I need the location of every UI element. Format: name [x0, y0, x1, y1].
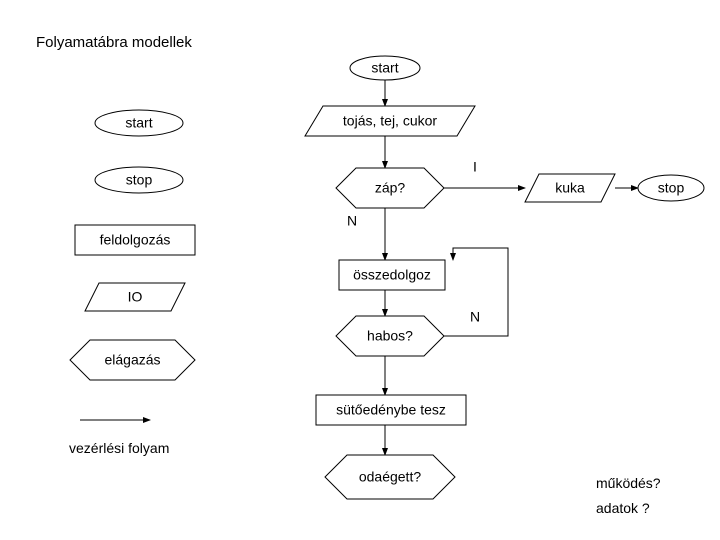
svg-text:N: N [470, 309, 480, 325]
svg-text:kuka: kuka [555, 180, 585, 196]
lg-dec: elágazás [70, 340, 195, 380]
svg-text:elágazás: elágazás [104, 352, 160, 368]
diagram-canvas: start stop feldolgozás IO elágazás I N Nstart to… [0, 0, 720, 540]
n-sut: sütőedénybe tesz [316, 395, 466, 425]
n-ode: odaégett? [325, 455, 455, 499]
n-ossz: összedolgoz [339, 260, 445, 290]
svg-text:feldolgozás: feldolgozás [100, 232, 171, 248]
svg-text:stop: stop [658, 180, 685, 196]
svg-text:start: start [125, 115, 152, 131]
lg-stop: stop [95, 167, 183, 193]
svg-text:habos?: habos? [367, 328, 413, 344]
lg-flow-label: vezérlési folyam [69, 440, 169, 456]
lg-io: IO [85, 283, 185, 311]
lg-proc: feldolgozás [75, 225, 195, 255]
svg-text:odaégett?: odaégett? [359, 469, 421, 485]
svg-text:tojás, tej, cukor: tojás, tej, cukor [343, 113, 437, 129]
n-habos: habos? [336, 316, 444, 356]
svg-text:I: I [473, 159, 477, 175]
lg-start: start [95, 110, 183, 136]
n-zap: záp? [336, 168, 444, 208]
svg-text:záp?: záp? [375, 180, 406, 196]
n-stop1: stop [638, 175, 704, 201]
svg-text:IO: IO [128, 289, 143, 305]
extra-text: működés? [596, 475, 661, 491]
svg-text:N: N [347, 213, 357, 229]
svg-text:start: start [371, 60, 398, 76]
n-input: tojás, tej, cukor [305, 106, 475, 136]
svg-text:stop: stop [126, 172, 153, 188]
svg-text:összedolgoz: összedolgoz [353, 267, 431, 283]
svg-text:sütőedénybe tesz: sütőedénybe tesz [336, 402, 446, 418]
page-title: Folyamatábra modellek [36, 34, 192, 51]
extra-text: adatok ? [596, 500, 650, 516]
n-start: start [350, 56, 420, 80]
n-kuka: kuka [525, 174, 615, 202]
